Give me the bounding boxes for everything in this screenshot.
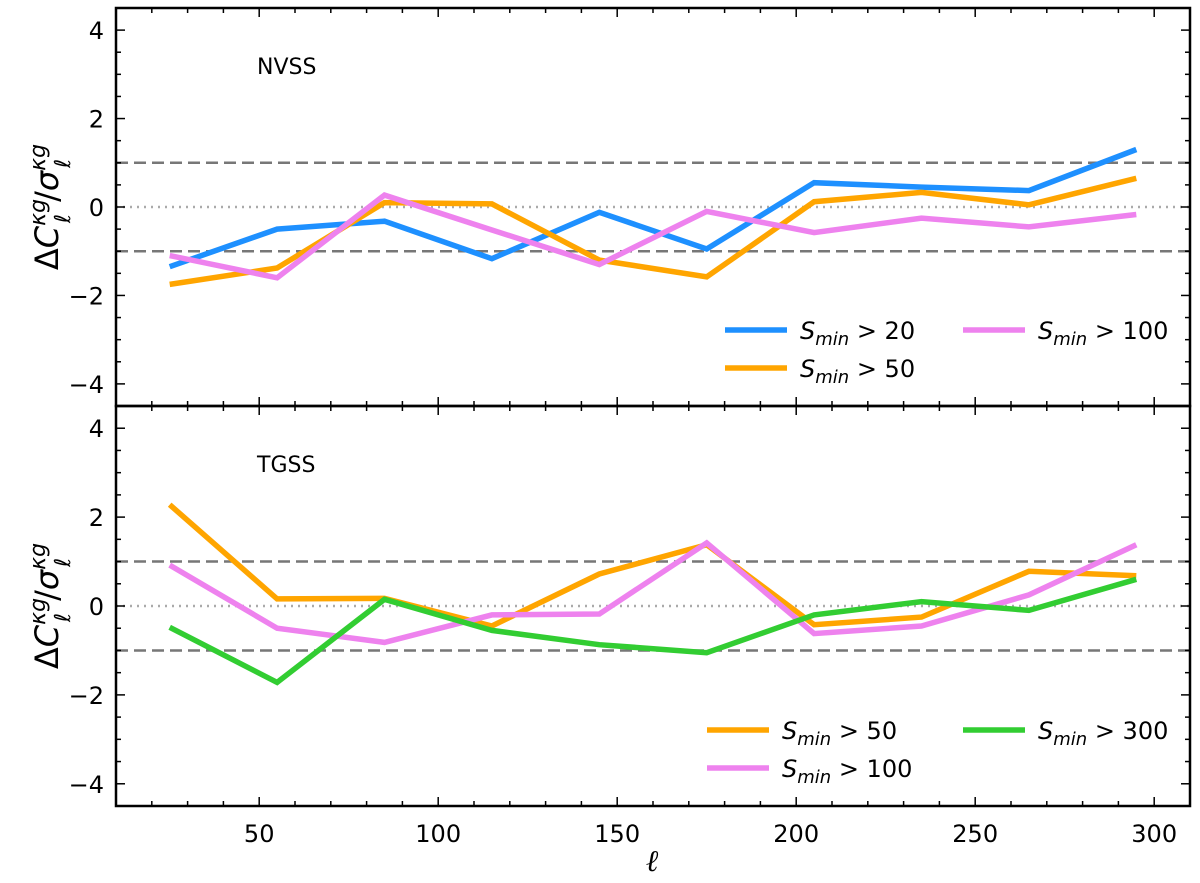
- tgss-ytick-label: −2: [69, 682, 104, 710]
- nvss-legend-label-0: Smin > 20: [800, 317, 915, 350]
- nvss-legend-label-1: Smin > 50: [800, 355, 915, 388]
- tgss-legend-label-2: Smin > 300: [1038, 717, 1168, 750]
- tgss-ytick-label: 2: [89, 504, 104, 532]
- nvss-panel-label: NVSS: [257, 55, 316, 80]
- tgss-ytick-label: 0: [89, 593, 104, 621]
- x-axis-label-group: ℓ: [646, 844, 659, 879]
- tgss-xtick-label: 150: [594, 820, 640, 848]
- tgss-ytick-label: 4: [89, 415, 104, 443]
- tgss-xtick-label: 250: [952, 820, 998, 848]
- tgss-panel-label: TGSS: [256, 453, 315, 478]
- tgss-ytick-label: −4: [69, 771, 104, 799]
- x-axis-label: ℓ: [646, 844, 659, 879]
- tgss-xtick-label: 50: [244, 820, 275, 848]
- tgss-xtick-label: 200: [773, 820, 819, 848]
- nvss-series-line-2: [169, 192, 1137, 281]
- nvss-series-line-0: [168, 146, 1138, 270]
- tgss-y-axis-label: ΔCκgℓ/σκgℓ: [26, 543, 76, 669]
- tgss-xtick-label: 300: [1131, 820, 1177, 848]
- nvss-legend-label-2: Smin > 100: [1038, 317, 1168, 350]
- tgss-series-line-0: [167, 502, 1137, 629]
- tgss-legend-label-0: Smin > 50: [782, 717, 897, 750]
- tgss-series-line-1: [168, 539, 1138, 646]
- nvss-ytick-label: −4: [69, 371, 104, 399]
- nvss-panel: 4 2 0 −2 −4 NVSS ΔCκgℓ/σκgℓ Smin > 20 Smin > 50 S…: [26, 6, 1192, 408]
- nvss-y-axis-label: ΔCκgℓ/σκgℓ: [26, 144, 76, 270]
- nvss-ytick-label: 0: [89, 194, 104, 222]
- tgss-panel: 4 2 0 −2 −4 50 100 150 200 250 300 TGSS ΔCκgℓ/σκgℓ Sm…: [26, 404, 1192, 848]
- nvss-ytick-label: 2: [89, 106, 104, 134]
- tgss-xtick-label: 100: [415, 820, 461, 848]
- tgss-series-line-2: [168, 576, 1138, 686]
- tgss-legend-label-1: Smin > 100: [782, 755, 912, 788]
- nvss-ytick-label: 4: [89, 17, 104, 45]
- nvss-ytick-label: −2: [69, 282, 104, 310]
